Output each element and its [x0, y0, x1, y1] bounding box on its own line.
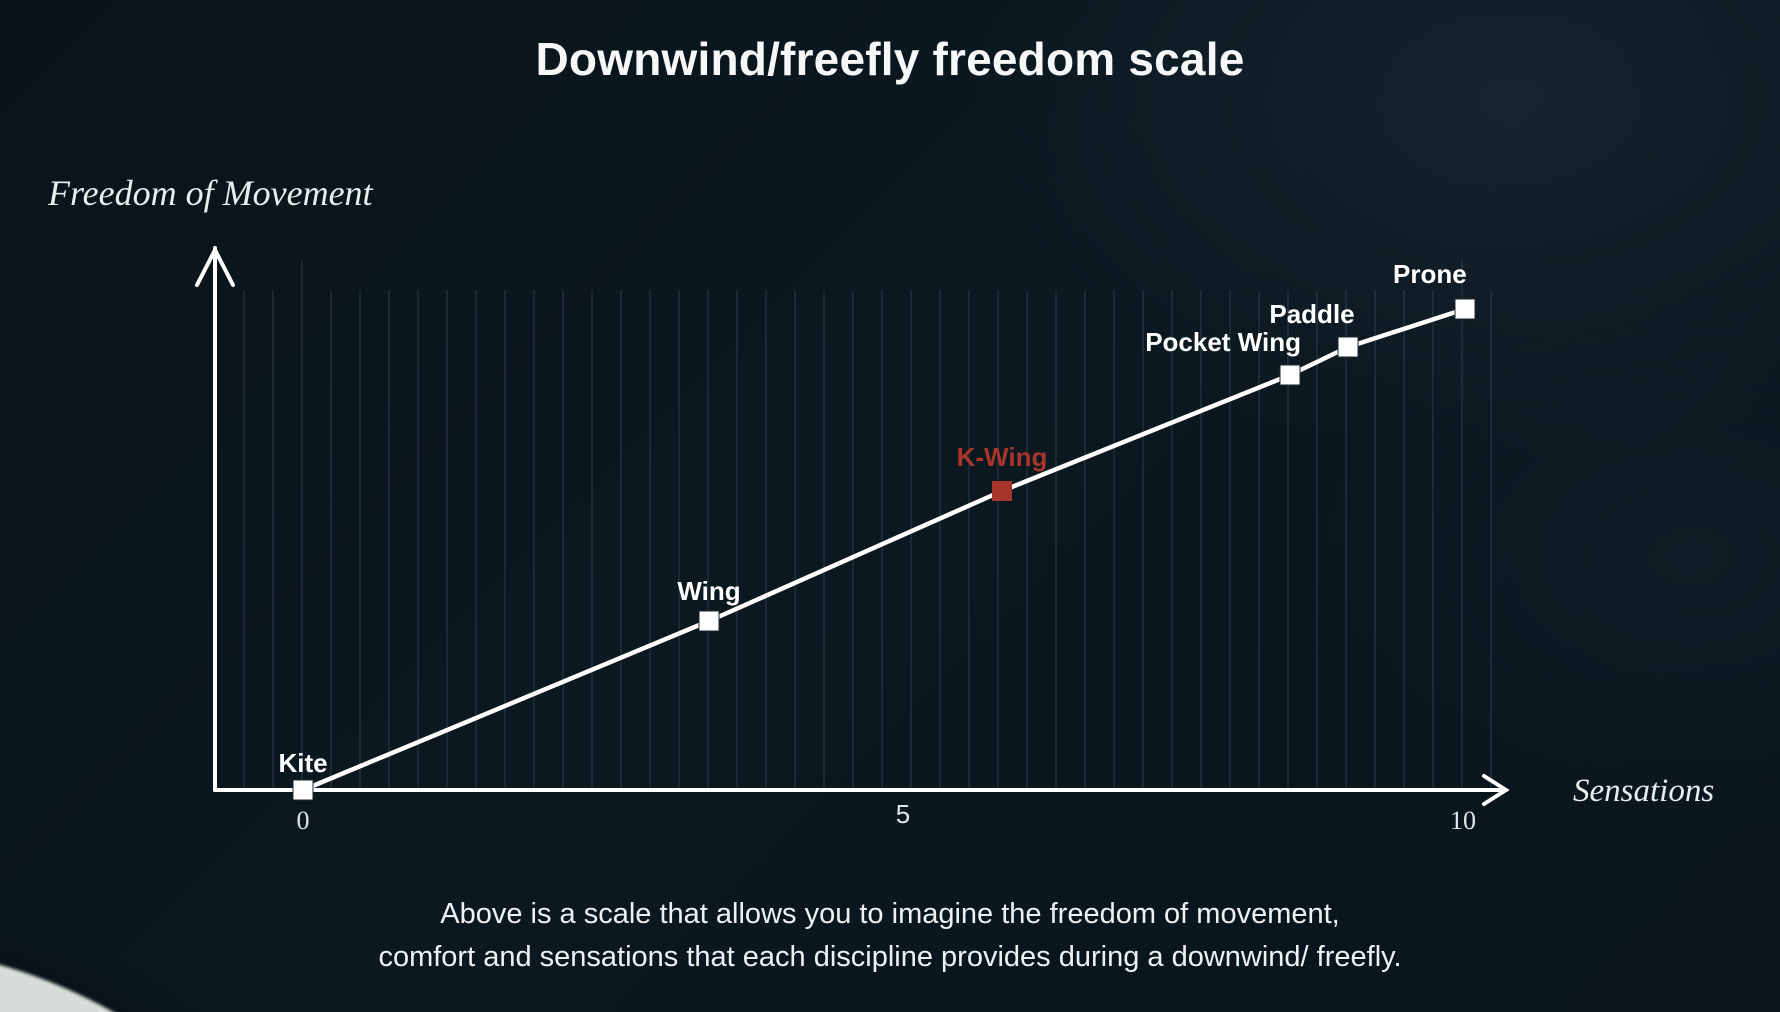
svg-text:10: 10: [1450, 806, 1476, 835]
svg-text:K-Wing: K-Wing: [957, 442, 1048, 472]
svg-text:Wing: Wing: [677, 576, 740, 606]
svg-text:5: 5: [896, 799, 910, 829]
svg-text:Paddle: Paddle: [1269, 299, 1354, 329]
svg-text:Prone: Prone: [1393, 259, 1467, 289]
svg-text:0: 0: [297, 806, 310, 835]
svg-text:Pocket Wing: Pocket Wing: [1145, 327, 1301, 357]
svg-text:Kite: Kite: [278, 748, 327, 778]
